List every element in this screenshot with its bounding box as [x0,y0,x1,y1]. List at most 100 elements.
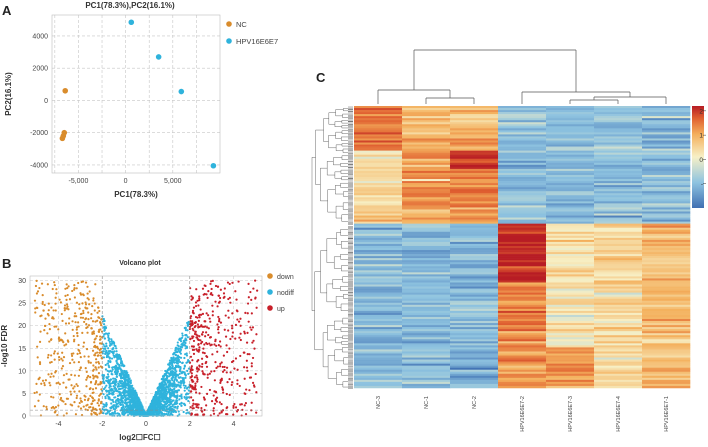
volcano-point-nodiff [174,346,178,349]
volcano-point-up [250,362,253,365]
volcano-point-down [96,319,99,322]
volcano-point-down [73,338,76,341]
volcano-point-nodiff [164,392,167,395]
heatmap-cell [498,227,547,231]
heatmap-cell [402,122,451,125]
heatmap-cell [402,108,451,111]
panel-b-threshold-lines [30,276,262,416]
heatmap-cell [594,306,643,310]
volcano-point-nodiff [181,332,184,335]
heatmap-cell [594,122,643,125]
heatmap-cell [498,333,547,336]
volcano-point-up [189,287,192,290]
volcano-point-down [54,302,57,305]
heatmap-cell [402,152,451,155]
heatmap-cell [546,138,595,141]
volcano-point-nodiff [150,406,153,409]
volcano-point-nodiff [103,325,106,329]
heatmap-cell [354,185,403,188]
volcano-point-up [197,319,200,322]
volcano-point-nodiff [154,411,157,414]
volcano-point-nodiff [156,404,159,408]
heatmap-cell [402,187,451,190]
heatmap-cell [450,341,499,344]
heatmap-cell [450,221,499,224]
panel-a-x-ticks: -5,000 0 5,000 [68,178,181,185]
volcano-point-nodiff [140,412,143,416]
heatmap-cell [402,199,451,202]
heatmap-cell [642,112,691,115]
heatmap-cell [354,347,403,350]
volcano-point-down [88,303,91,306]
volcano-point-down [84,306,87,309]
heatmap-cell [642,223,691,226]
volcano-point-up [190,298,193,301]
heatmap-cell [402,371,451,375]
volcano-point-up [224,335,228,338]
heatmap-cell [354,296,403,300]
volcano-point-up [201,340,204,344]
heatmap-cell [642,211,691,214]
panel-c-colorbar [692,106,704,208]
volcano-point-nodiff [107,364,110,367]
heatmap-cell [642,367,691,371]
heatmap-cell [642,290,691,293]
volcano-point-up [238,384,241,388]
volcano-point-down [99,354,102,357]
heatmap-cell [642,225,691,229]
heatmap-cell [594,187,643,190]
volcano-point-nodiff [171,372,174,376]
volcano-point-nodiff [176,350,179,354]
volcano-point-down [63,307,66,310]
heatmap-cell [498,191,547,194]
heatmap-cell [498,168,547,172]
volcano-point-nodiff [164,369,167,373]
heatmap-cell [354,136,403,139]
volcano-point-down [57,404,60,407]
heatmap-cell [450,215,499,218]
volcano-point-down [45,405,48,408]
heatmap-cell [498,193,547,196]
volcano-point-nodiff [110,370,113,373]
heatmap-cell [498,116,547,119]
heatmap-cell [402,361,451,364]
heatmap-cell [546,162,595,166]
volcano-point-up [216,328,220,331]
volcano-point-up [191,335,194,338]
y-tick-label: 20 [18,323,26,330]
heatmap-cell [450,132,499,135]
colorbar-tick-label: 1 [699,133,703,140]
volcano-point-up [239,354,242,358]
heatmap-cell [642,296,691,300]
volcano-point-up [208,317,211,320]
heatmap-cell [354,106,403,109]
volcano-point-nodiff [111,366,114,369]
heatmap-cell [594,116,643,119]
heatmap-cell [402,319,451,322]
volcano-point-nodiff [131,394,134,398]
heatmap-cell [450,298,499,302]
volcano-point-up [195,288,198,291]
volcano-point-nodiff [134,398,138,401]
heatmap-cell [402,110,451,113]
heatmap-cell [354,241,403,245]
heatmap-cell [354,237,403,241]
volcano-point-nodiff [176,341,179,344]
volcano-point-up [225,344,228,347]
volcano-point-nodiff [155,390,158,394]
volcano-point-nodiff [129,381,132,384]
heatmap-cell [594,203,643,206]
volcano-point-up [190,372,193,375]
heatmap-cell [450,130,499,133]
volcano-point-down [58,383,61,386]
heatmap-cell [450,160,499,164]
heatmap-cell [402,128,451,131]
heatmap-cell [498,118,547,121]
heatmap-cell [450,203,499,206]
heatmap-cell [594,280,643,283]
volcano-point-nodiff [187,396,190,399]
volcano-point-down [53,325,56,328]
volcano-point-nodiff [173,372,176,375]
heatmap-cell [594,168,643,172]
heatmap-cell [450,314,499,318]
